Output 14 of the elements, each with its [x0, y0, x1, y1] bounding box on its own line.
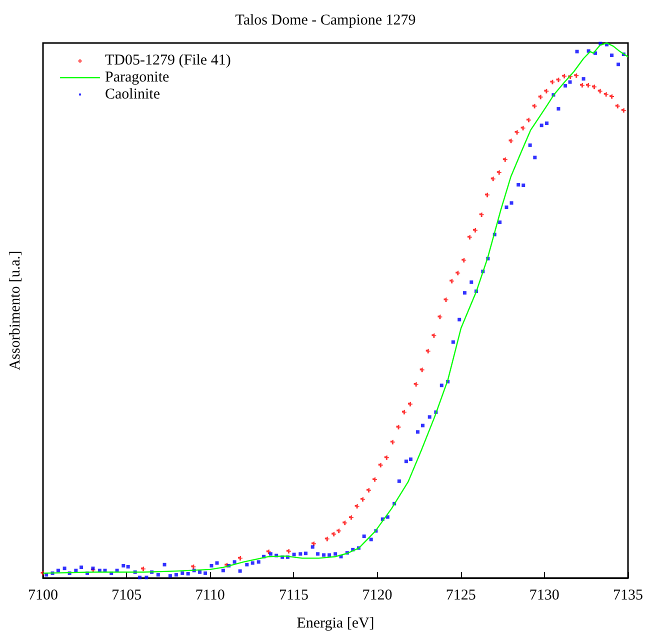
- x-tick-label: 7115: [278, 588, 308, 604]
- x-tick-label: 7125: [446, 588, 476, 604]
- y-axis-title: Assorbimento [u.a.]: [8, 250, 24, 370]
- x-axis-title: Energia [eV]: [296, 616, 374, 632]
- chart-title: Talos Dome - Campione 1279: [235, 12, 416, 28]
- x-tick-label: 7130: [529, 588, 560, 604]
- legend-label: Caolinite: [105, 86, 160, 102]
- x-tick-label: 7135: [613, 588, 643, 604]
- x-tick-label: 7120: [362, 588, 392, 604]
- legend-label: Paragonite: [105, 70, 170, 86]
- x-tick-label: 7105: [112, 588, 142, 604]
- x-tick-label: 7110: [195, 588, 225, 604]
- x-tick-label: 7100: [28, 588, 58, 604]
- legend-label: TD05-1279 (File 41): [105, 52, 231, 68]
